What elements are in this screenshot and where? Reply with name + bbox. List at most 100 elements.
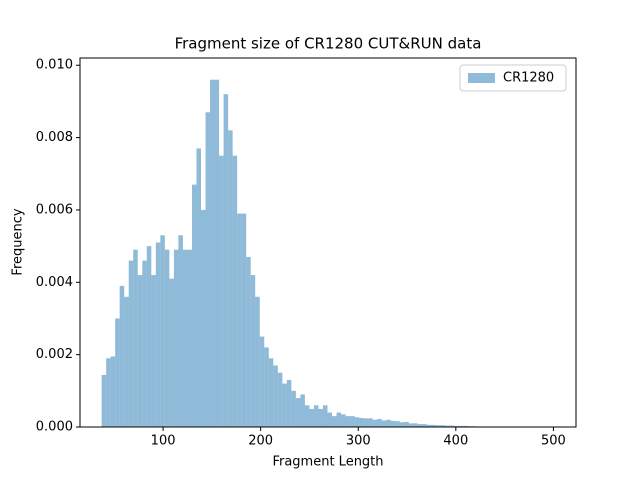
y-tick-label: 0.002: [36, 347, 73, 362]
bar: [160, 235, 165, 427]
x-tick-label: 200: [248, 434, 273, 449]
bar: [426, 424, 432, 427]
bar: [431, 424, 436, 427]
bar: [368, 418, 373, 427]
bar: [350, 416, 355, 427]
bar: [196, 148, 202, 428]
bar: [449, 425, 455, 427]
bar: [219, 155, 224, 428]
bar: [444, 425, 450, 427]
legend-label: CR1280: [503, 71, 554, 86]
bar: [390, 420, 396, 427]
bar: [454, 425, 459, 427]
bar: [133, 249, 138, 427]
chart-title: Fragment size of CR1280 CUT&RUN data: [175, 35, 482, 53]
bar: [332, 416, 337, 427]
bar: [264, 347, 269, 427]
bar: [417, 424, 423, 427]
y-axis-label: Frequency: [11, 208, 26, 275]
bar: [182, 249, 188, 427]
bar: [250, 275, 256, 427]
x-tick-label: 300: [346, 434, 371, 449]
bar: [435, 425, 441, 427]
legend-box: [459, 64, 567, 92]
bar: [282, 383, 287, 427]
bar: [422, 424, 427, 427]
bar: [237, 213, 242, 427]
bar: [463, 425, 468, 427]
bar: [210, 79, 215, 428]
bar: [228, 130, 233, 427]
bar: [259, 336, 265, 427]
x-tick-label: 400: [443, 434, 468, 449]
y-tick-label: 0.000: [36, 420, 73, 435]
bar: [318, 408, 323, 427]
bar: [277, 372, 283, 427]
bar: [187, 249, 192, 427]
bar: [372, 419, 378, 427]
bar: [322, 405, 328, 427]
bar: [408, 423, 414, 427]
bar: [191, 184, 197, 427]
bar: [354, 417, 360, 427]
bar: [241, 213, 247, 427]
bar: [119, 285, 125, 427]
bar: [341, 414, 346, 427]
bar: [155, 242, 161, 427]
bar: [313, 405, 319, 427]
x-tick-label: 500: [541, 434, 566, 449]
bar: [223, 94, 229, 428]
bar: [336, 412, 342, 427]
y-tick-label: 0.010: [36, 58, 73, 73]
bar: [413, 423, 418, 427]
bar: [178, 235, 183, 427]
bar: [273, 365, 278, 427]
bar: [300, 394, 305, 427]
bar: [255, 296, 260, 427]
x-axis-label: Fragment Length: [272, 455, 383, 470]
bar: [214, 79, 220, 428]
bar: [106, 358, 111, 427]
bar: [399, 422, 405, 427]
bar: [386, 419, 391, 427]
bar: [205, 112, 211, 427]
bar: [381, 420, 387, 427]
bar: [246, 256, 251, 427]
bar: [173, 249, 179, 427]
bar: [404, 421, 409, 427]
bar: [146, 246, 152, 427]
legend-swatch: [468, 73, 495, 83]
bar: [309, 408, 314, 427]
bar: [151, 275, 156, 427]
axes-frame: [79, 57, 577, 428]
bar: [286, 379, 292, 427]
bar: [291, 390, 296, 427]
bar: [128, 260, 134, 427]
y-tick-label: 0.004: [36, 275, 73, 290]
bar: [359, 417, 364, 427]
bar: [440, 425, 445, 427]
bar: [268, 358, 274, 427]
bar: [295, 398, 301, 427]
bar: [124, 296, 129, 427]
bar: [169, 278, 174, 427]
x-tick-label: 100: [151, 434, 176, 449]
y-tick-label: 0.008: [36, 130, 73, 145]
bar: [395, 421, 400, 427]
bar: [327, 412, 333, 427]
bar: [304, 405, 310, 427]
bar: [137, 275, 143, 427]
bar: [458, 425, 464, 427]
bar: [142, 260, 147, 427]
bar: [164, 249, 170, 427]
bar: [201, 209, 206, 427]
y-tick-label: 0.006: [36, 202, 73, 217]
bar: [377, 419, 382, 427]
bar: [101, 374, 107, 427]
bar: [232, 155, 238, 428]
bar: [115, 318, 120, 427]
bar: [345, 416, 351, 427]
bar: [110, 356, 116, 427]
bar: [363, 418, 369, 427]
